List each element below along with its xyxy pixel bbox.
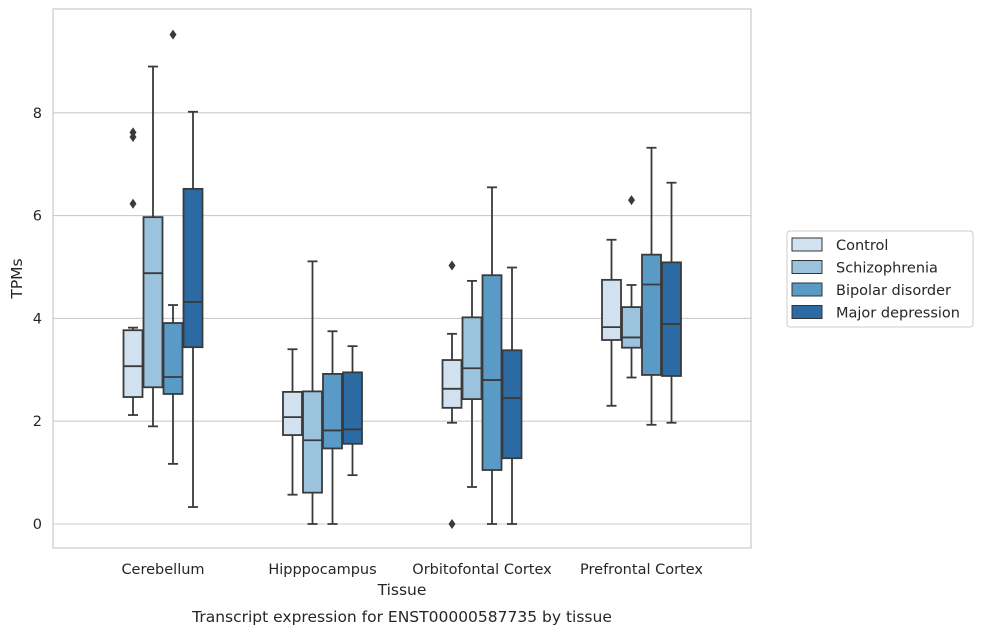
box-major-depression xyxy=(661,181,682,424)
box-iqr xyxy=(461,316,483,400)
box-bipolar-disorder xyxy=(481,186,503,525)
box-iqr xyxy=(342,371,363,445)
box-iqr xyxy=(282,391,303,436)
outlier-point xyxy=(169,29,177,40)
x-tick-label: Prefrontal Cortex xyxy=(580,562,703,578)
x-tick-label: Hipppocampus xyxy=(268,562,376,578)
x-axis-ticks: Cerebellum Hipppocampus Orbitofontal Corte… xyxy=(121,562,703,578)
legend-swatch xyxy=(791,305,823,319)
box-iqr xyxy=(322,373,343,450)
outlier-point xyxy=(448,519,456,529)
x-tick-label: Cerebellum xyxy=(121,562,204,578)
legend: Control Schizophrenia Bipolar disorder Majo… xyxy=(786,230,974,328)
box-bipolar-disorder xyxy=(322,330,343,525)
box-iqr xyxy=(142,216,164,389)
plot-area-frame xyxy=(52,8,752,549)
boxes xyxy=(122,29,682,529)
box-schizophrenia xyxy=(461,279,483,488)
x-tick-label: Orbitofontal Cortex xyxy=(412,562,552,578)
legend-label: Major depression xyxy=(836,306,960,322)
box-iqr xyxy=(481,274,503,471)
box-major-depression xyxy=(501,266,523,525)
legend-swatch xyxy=(791,282,823,297)
box-iqr xyxy=(302,390,323,494)
legend-item-bipolar-disorder: Bipolar disorder xyxy=(791,282,951,299)
legend-item-schizophrenia: Schizophrenia xyxy=(791,260,938,277)
box-schizophrenia xyxy=(142,65,164,428)
box-major-depression xyxy=(342,345,363,477)
box-major-depression xyxy=(182,110,204,508)
legend-swatch xyxy=(791,260,823,274)
box-iqr xyxy=(621,306,642,349)
box-control xyxy=(282,348,303,496)
legend-swatch xyxy=(791,237,823,252)
legend-label: Control xyxy=(836,238,888,254)
y-axis-label: TPMs xyxy=(8,258,26,299)
outlier-point xyxy=(129,127,137,138)
x-axis-label: Tissue xyxy=(377,581,427,599)
y-tick-label: 8 xyxy=(33,106,42,122)
box-control xyxy=(601,238,622,407)
box-control xyxy=(441,260,463,529)
y-tick-label: 2 xyxy=(33,414,42,430)
box-bipolar-disorder xyxy=(162,29,184,465)
box-iqr xyxy=(122,329,144,398)
box-bipolar-disorder xyxy=(641,146,662,426)
box-iqr xyxy=(641,253,662,376)
outlier-point xyxy=(628,195,635,206)
box-iqr xyxy=(182,187,204,349)
box-schizophrenia xyxy=(302,260,323,525)
box-control xyxy=(122,127,144,416)
legend-label: Schizophrenia xyxy=(836,261,938,277)
legend-label: Bipolar disorder xyxy=(836,283,951,299)
legend-frame xyxy=(786,230,974,328)
box-iqr xyxy=(441,359,463,409)
y-tick-label: 4 xyxy=(33,311,42,327)
box-iqr xyxy=(601,278,622,341)
box-iqr xyxy=(661,261,682,377)
box-schizophrenia xyxy=(621,195,642,379)
outlier-point xyxy=(448,260,456,271)
box-iqr xyxy=(162,322,184,395)
legend-item-control: Control xyxy=(791,237,888,254)
figure-caption: Transcript expression for ENST0000058773… xyxy=(191,608,612,626)
y-axis-ticks: 0 2 4 6 8 xyxy=(33,106,42,533)
y-tick-label: 0 xyxy=(33,517,42,533)
outlier-point xyxy=(129,198,137,209)
legend-item-major-depression: Major depression xyxy=(791,305,960,322)
box-iqr xyxy=(501,349,523,460)
y-tick-label: 6 xyxy=(33,209,42,225)
